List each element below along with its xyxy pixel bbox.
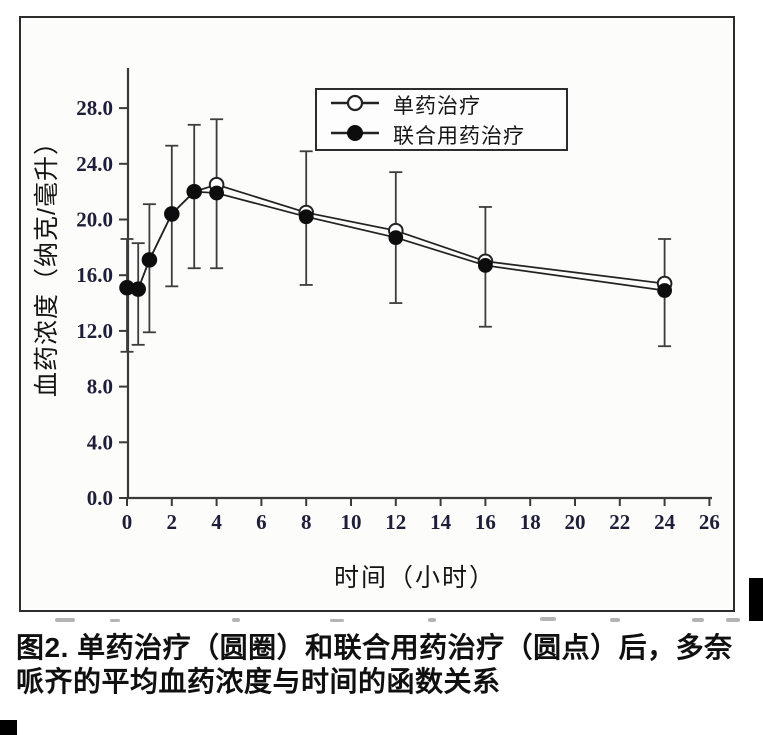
x-tick-label: 12 — [385, 510, 406, 534]
x-tick-label: 20 — [565, 510, 586, 534]
open-circle-marker-icon — [330, 94, 380, 117]
erased-text-artifact — [232, 618, 240, 622]
x-tick-label: 16 — [475, 510, 496, 534]
erased-text-artifact — [726, 618, 740, 622]
legend-item-combination: 联合用药治疗 — [330, 120, 566, 150]
y-tick-label: 12.0 — [76, 319, 113, 343]
data-point-filled-circle — [142, 252, 157, 268]
data-point-filled-circle — [478, 258, 493, 273]
y-tick-label: 20.0 — [76, 208, 113, 232]
y-tick-label: 24.0 — [76, 152, 113, 176]
legend-label-monotherapy: 单药治疗 — [393, 95, 481, 118]
legend-item-monotherapy: 单药治疗 — [330, 90, 566, 120]
x-axis-label: 时间（小时） — [333, 564, 497, 592]
figure-caption: 图2. 单药治疗（圆圈）和联合用药治疗（圆点）后，多奈 哌齐的平均血药浓度与时间… — [16, 631, 754, 699]
series-line-combination — [126, 190, 665, 292]
erased-text-artifact — [692, 618, 704, 622]
filled-circle-marker-icon — [330, 124, 380, 147]
figure-caption-line1: 图2. 单药治疗（圆圈）和联合用药治疗（圆点）后，多奈 — [16, 632, 733, 663]
y-tick-label: 28.0 — [76, 96, 113, 120]
y-axis-label: 血药浓度（纳克/毫升） — [33, 129, 61, 397]
x-tick-label: 6 — [256, 510, 267, 534]
x-tick-label: 4 — [211, 510, 222, 534]
data-point-filled-circle — [130, 281, 146, 297]
erased-text-artifact — [110, 619, 120, 622]
data-point-filled-circle — [657, 283, 672, 298]
x-tick-label: 0 — [122, 510, 133, 534]
erased-text-artifact — [330, 619, 344, 622]
data-point-filled-circle — [186, 184, 202, 200]
x-tick-label: 26 — [699, 510, 720, 534]
y-tick-label: 0.0 — [87, 486, 113, 510]
y-tick-label: 8.0 — [87, 375, 113, 399]
scan-artifact-bottom-left — [0, 720, 17, 735]
y-tick-label: 4.0 — [87, 430, 113, 454]
x-tick-label: 10 — [341, 510, 362, 534]
data-point-filled-circle — [298, 209, 314, 225]
erased-text-artifact — [55, 618, 75, 622]
erased-text-artifact — [428, 618, 436, 622]
scan-artifact-right-edge — [749, 578, 763, 621]
x-tick-label: 8 — [301, 510, 312, 534]
x-tick-label: 24 — [654, 510, 676, 534]
x-tick-label: 14 — [430, 510, 452, 534]
legend-label-combination: 联合用药治疗 — [393, 125, 525, 148]
erased-text-artifact — [610, 618, 620, 622]
erased-text-artifact — [540, 617, 556, 621]
data-point-filled-circle — [209, 185, 225, 201]
figure-caption-line2: 哌齐的平均血药浓度与时间的函数关系 — [16, 666, 501, 697]
x-tick-label: 22 — [609, 510, 630, 534]
x-tick-label: 18 — [520, 510, 541, 534]
data-point-filled-circle — [388, 230, 404, 246]
x-tick-label: 2 — [167, 510, 178, 534]
legend-box: 单药治疗 联合用药治疗 — [315, 88, 568, 151]
y-tick-label: 16.0 — [76, 263, 113, 287]
data-point-filled-circle — [164, 206, 180, 222]
